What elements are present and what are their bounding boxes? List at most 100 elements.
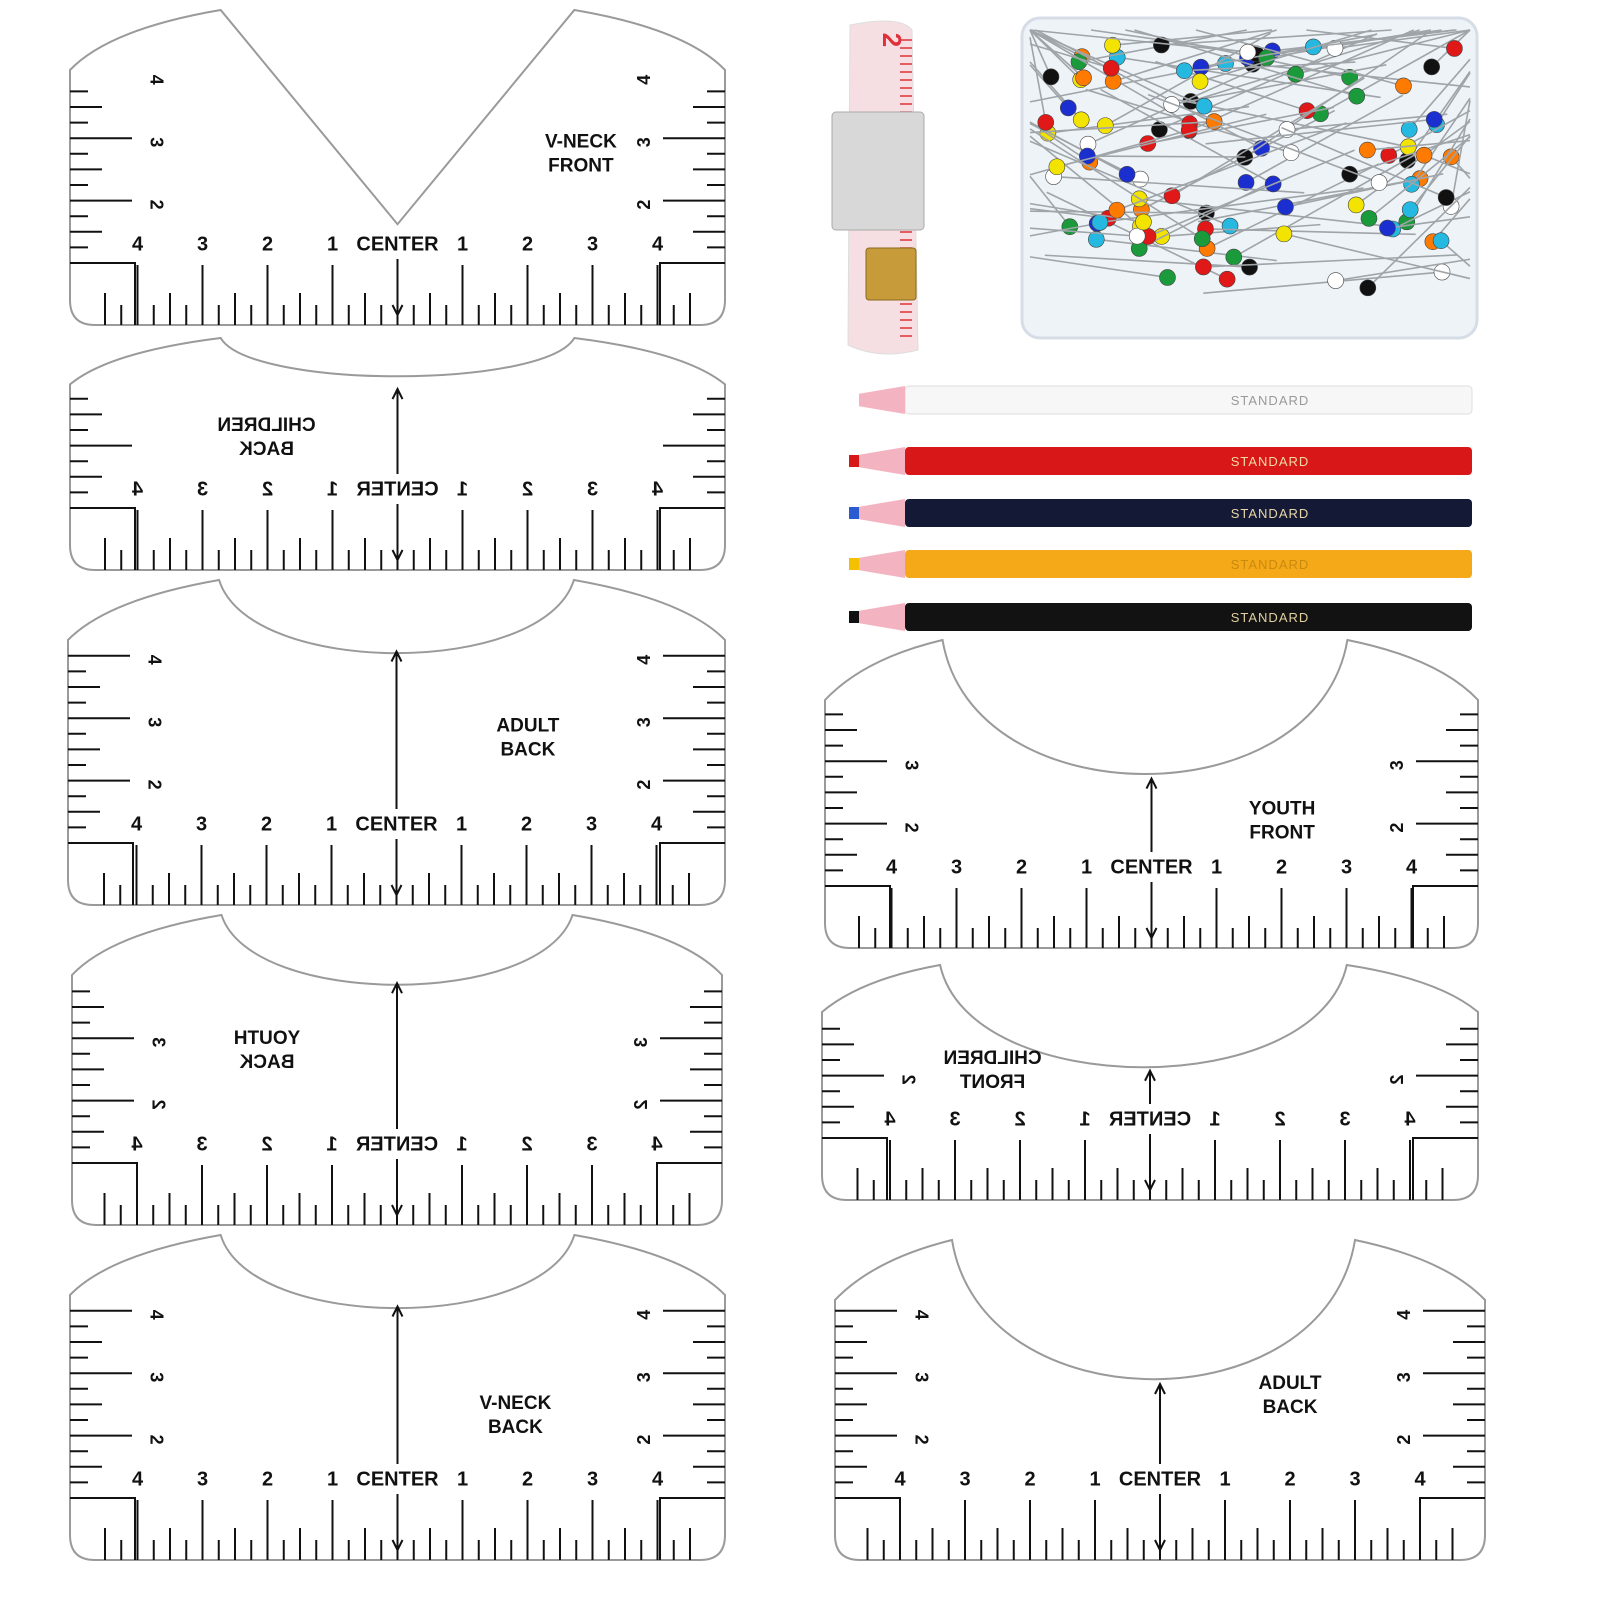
pin [1408,58,1471,130]
pin-head [1191,73,1209,90]
scale-number: 2 [1024,1468,1035,1490]
scale-number: 4 [651,813,663,835]
scale-number: 4 [652,1468,664,1490]
scale-number: 2 [1274,1108,1285,1130]
pin [1087,155,1246,158]
side-number: 2 [146,200,166,210]
center-label: CENTER [1119,1468,1202,1490]
center-label: CENTER [356,233,439,255]
side-number: 3 [146,137,166,147]
pin-head [1075,69,1092,87]
pin-head [1237,174,1255,191]
ruler-title: CHILDREN [943,1048,1041,1069]
pin [1203,271,1443,295]
pin [1134,29,1357,97]
pin-head [1370,174,1388,191]
scale-number: 2 [261,1133,272,1155]
pin [1029,128,1203,240]
corner-mark [659,842,725,905]
tape-measure: 2 [831,20,925,355]
pencil-label: STANDARD [1231,393,1310,408]
pin [1435,72,1471,126]
pin [1029,227,1138,237]
side-number: 4 [634,75,654,85]
side-number: 2 [1387,823,1407,833]
pin-head [1195,258,1212,276]
pin-head [1395,77,1412,95]
scale-number: 4 [884,1108,896,1130]
pin-head [1163,96,1180,113]
pin [1139,198,1402,229]
scale-number: 3 [196,813,207,835]
ruler-title: V-NECK [480,1393,552,1414]
ruler-title: BACK [488,1417,543,1438]
arrow-down-head [1144,1179,1156,1193]
side-number: 3 [634,137,654,147]
pin [1138,178,1278,250]
scale-number: 4 [1404,1108,1416,1130]
pin [1029,202,1144,223]
pin [1349,133,1471,175]
pin-head [1225,248,1243,266]
pencil-lead [849,455,859,467]
pin [1355,120,1471,206]
center-label: CENTER [1108,1108,1191,1130]
side-number: 3 [634,717,654,727]
pin-head [1287,65,1304,83]
pencil-body [905,550,1472,578]
side-number: 2 [634,780,654,790]
pencil-paper-tip [858,603,905,631]
center-label: CENTER [1110,856,1193,878]
scale-number: 3 [586,813,597,835]
corner-mark [822,1137,888,1200]
pin-head [1437,189,1455,206]
pin-head [1415,146,1433,164]
scale-number: 3 [196,1133,207,1155]
scale-number: 1 [1081,856,1092,878]
ruler-title: ADULT [496,715,559,736]
center-label: CENTER [355,1133,438,1155]
corner-mark [70,1497,136,1560]
pencil-lead [849,558,859,570]
ruler-children-back: 4 3 2 1 1 2 3 4 CENTER CHILDREN BACK [69,336,726,571]
pin-head [1423,58,1440,76]
corner-mark [1419,1497,1485,1560]
pin-head [1400,121,1418,138]
scale-number: 2 [522,233,533,255]
scale-number: 2 [262,478,273,500]
scale-number: 4 [131,813,143,835]
scale-number: 2 [262,1468,273,1490]
side-number: 4 [146,75,166,85]
pencil-paper-tip [858,386,905,414]
scale-number: 1 [1211,856,1222,878]
pin-head [1091,214,1109,231]
pin [1392,191,1471,230]
pin [1281,126,1447,199]
pin-head [1192,58,1210,76]
pin [1112,29,1273,47]
scale-number: 4 [651,1133,663,1155]
pin [1056,113,1267,168]
pin [1112,29,1277,83]
side-number: 4 [911,1310,931,1320]
ruler-title: BACK [239,1052,294,1073]
pin [1029,29,1052,78]
pin-head [1359,279,1377,297]
scale-number: 2 [1016,856,1027,878]
arrow-down-head [1154,1539,1166,1553]
ruler-title: FRONT [1249,822,1315,843]
side-number: 4 [634,1310,654,1320]
scale-number: 3 [1349,1468,1360,1490]
scale-number: 1 [327,233,338,255]
ruler-title: CHILDREN [217,415,315,436]
pencil-paper-tip [858,447,905,475]
pencil-label: STANDARD [1231,454,1310,469]
scale-number: 1 [327,1468,338,1490]
arrow-down-head [391,1204,403,1218]
scale-number: 4 [131,478,143,500]
scale-number: 4 [1406,856,1418,878]
side-number: 4 [1394,1310,1414,1320]
pin [1044,254,1250,268]
pin-head [1097,117,1114,134]
corner-mark [70,262,136,325]
